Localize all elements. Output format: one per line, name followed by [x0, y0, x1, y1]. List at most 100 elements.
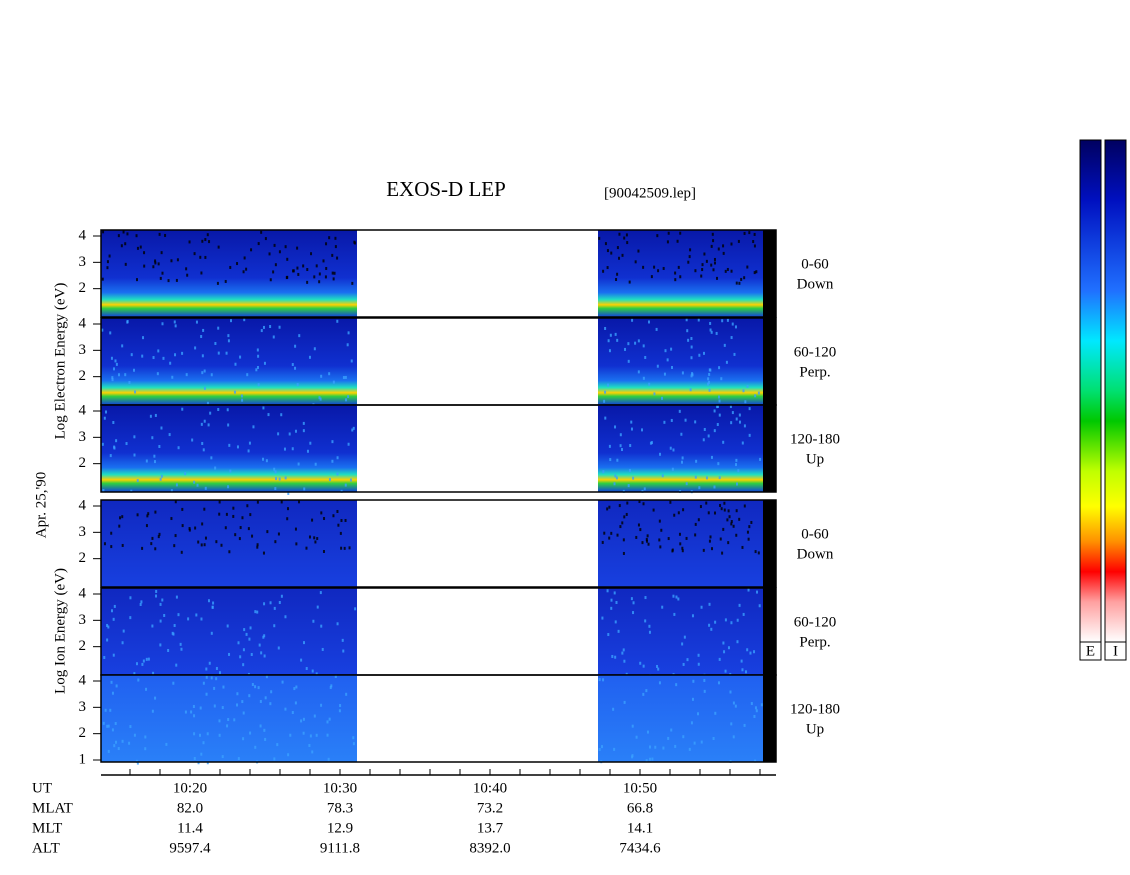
speckle — [740, 277, 743, 281]
speckle — [632, 601, 635, 605]
speckle — [202, 681, 205, 685]
speckle — [331, 440, 334, 444]
speckle — [679, 542, 682, 546]
speckle — [627, 484, 630, 488]
speckle — [631, 318, 634, 322]
speckle — [602, 269, 605, 273]
speckle — [615, 277, 618, 281]
speckle — [103, 416, 106, 420]
speckle — [126, 232, 129, 236]
speckle — [670, 728, 673, 732]
speckle — [637, 523, 640, 527]
speckle — [110, 609, 113, 613]
speckle — [616, 272, 619, 276]
speckle — [339, 531, 342, 535]
speckle — [245, 267, 248, 271]
speckle — [713, 409, 716, 413]
speckle — [331, 459, 334, 463]
speckle — [708, 539, 711, 543]
speckle — [645, 689, 648, 693]
speckle — [313, 536, 316, 540]
speckle — [674, 278, 677, 282]
speckle — [616, 533, 619, 537]
speckle — [210, 456, 213, 460]
speckle — [157, 262, 160, 266]
y-tick-label: 2 — [79, 725, 87, 741]
speckle — [718, 366, 721, 370]
speckle — [291, 711, 294, 715]
speckle — [683, 635, 686, 639]
speckle — [631, 755, 634, 759]
speckle — [174, 534, 177, 538]
speckle — [644, 596, 647, 600]
speckle — [218, 500, 221, 504]
speckle — [184, 710, 187, 714]
speckle — [755, 270, 758, 274]
speckle — [147, 657, 150, 661]
speckle — [103, 656, 106, 660]
speckle — [311, 518, 314, 522]
speckle — [256, 545, 259, 549]
speckle — [227, 485, 230, 489]
speckle — [226, 408, 229, 412]
speckle — [718, 399, 721, 403]
speckle — [120, 244, 123, 248]
speckle — [286, 257, 289, 261]
speckle — [158, 444, 161, 448]
speckle — [673, 612, 676, 616]
speckle — [122, 230, 125, 234]
speckle — [687, 338, 690, 342]
speckle — [193, 714, 196, 718]
speckle — [220, 543, 223, 547]
orbit-value: 66.8 — [627, 800, 653, 816]
speckle — [342, 376, 345, 380]
speckle — [345, 692, 348, 696]
speckle — [217, 351, 220, 355]
speckle — [145, 687, 148, 691]
speckle — [315, 264, 318, 268]
speckle — [632, 611, 635, 615]
y-tick-label: 3 — [79, 254, 87, 270]
speckle — [115, 684, 118, 688]
speckle — [291, 363, 294, 367]
speckle — [754, 706, 757, 710]
speckle — [703, 427, 706, 431]
speckle — [111, 728, 114, 732]
panel-direction: Down — [797, 276, 834, 292]
speckle — [308, 744, 311, 748]
speckle — [273, 757, 276, 761]
speckle — [642, 502, 645, 506]
speckle — [737, 469, 740, 473]
speckle — [635, 735, 638, 739]
speckle — [645, 537, 648, 541]
speckle — [610, 598, 613, 602]
y-axis-label: Log Electron Energy (eV) — [52, 283, 68, 440]
speckle — [200, 617, 203, 621]
speckle — [727, 509, 730, 513]
speckle — [284, 245, 287, 249]
speckle — [193, 480, 196, 484]
speckle — [654, 745, 657, 749]
speckle — [711, 232, 714, 236]
speckle — [614, 655, 617, 659]
speckle — [658, 681, 661, 685]
speckle — [714, 620, 717, 624]
speckle — [285, 276, 288, 280]
speckle — [650, 275, 653, 279]
speckle — [716, 423, 719, 427]
speckle — [114, 359, 117, 363]
speckle — [679, 275, 682, 279]
speckle — [685, 318, 688, 322]
speckle — [740, 659, 743, 663]
speckle — [697, 653, 700, 657]
panel-direction: Up — [806, 451, 824, 467]
speckle — [712, 736, 715, 740]
speckle — [185, 373, 188, 377]
speckle — [106, 623, 109, 627]
speckle — [151, 536, 154, 540]
speckle — [215, 540, 218, 544]
panel-direction: Perp. — [799, 634, 830, 650]
speckle — [143, 251, 146, 255]
speckle — [743, 723, 746, 727]
speckle — [314, 540, 317, 544]
